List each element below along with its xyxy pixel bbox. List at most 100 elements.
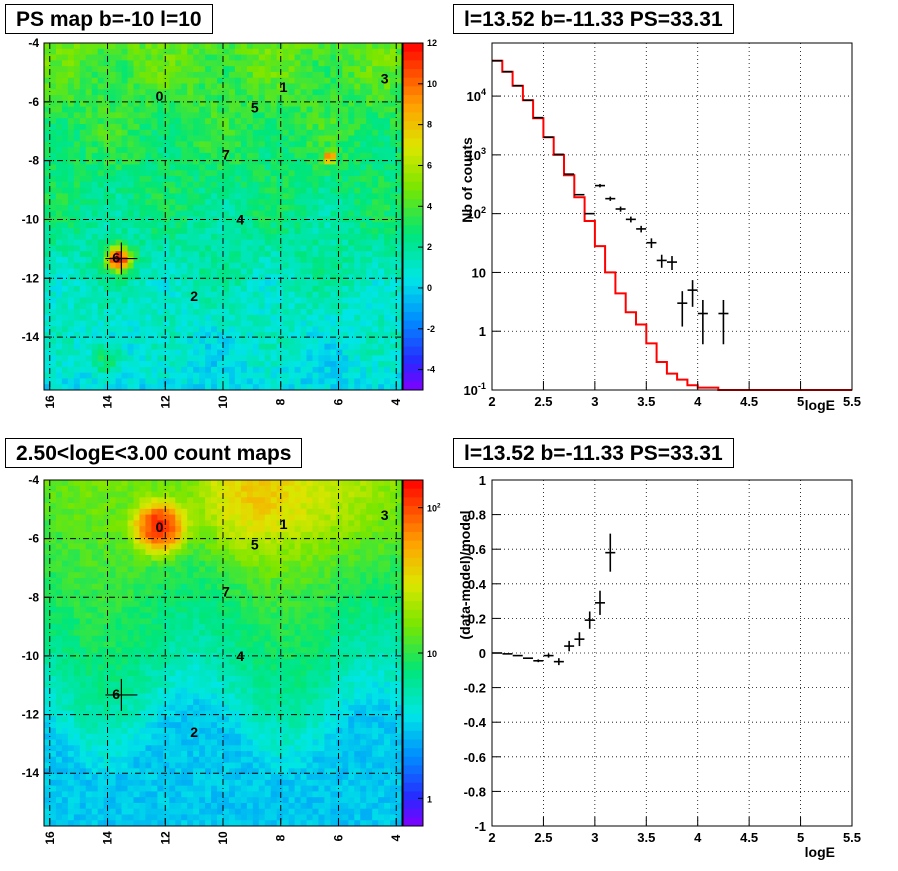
heatmap-cell bbox=[384, 118, 391, 125]
heatmap-cell bbox=[103, 664, 111, 671]
heatmap-cell bbox=[97, 210, 105, 217]
heatmap-cell bbox=[330, 384, 337, 391]
heatmap-cell bbox=[348, 309, 355, 316]
heatmap-cell bbox=[163, 181, 170, 188]
heatmap-cell bbox=[157, 181, 164, 188]
heatmap-cell bbox=[282, 355, 290, 362]
heatmap-cell bbox=[163, 618, 170, 625]
heatmap-cell bbox=[354, 355, 361, 362]
heatmap-cell bbox=[228, 309, 236, 316]
heatmap-cell bbox=[163, 785, 170, 792]
heatmap-cell bbox=[67, 152, 75, 160]
heatmap-cell bbox=[163, 641, 170, 648]
heatmap-cell bbox=[312, 251, 319, 258]
heatmap-cell bbox=[44, 309, 51, 316]
heatmap-cell bbox=[342, 239, 349, 246]
heatmap-cell bbox=[252, 193, 260, 200]
heatmap-cell bbox=[199, 43, 206, 50]
heatmap-cell bbox=[342, 291, 349, 298]
heatmap-cell bbox=[199, 141, 206, 148]
heatmap-cell bbox=[79, 176, 87, 183]
heatmap-cell bbox=[133, 303, 140, 310]
heatmap-cell bbox=[270, 71, 278, 79]
heatmap-cell bbox=[324, 378, 331, 385]
heatmap-cell bbox=[151, 797, 158, 804]
heatmap-cell bbox=[79, 48, 87, 55]
heatmap-cell bbox=[44, 618, 51, 625]
heatmap-cell bbox=[79, 658, 87, 665]
heatmap-cell bbox=[91, 797, 99, 804]
heatmap-cell bbox=[49, 802, 57, 810]
heatmap-cell bbox=[55, 54, 63, 61]
heatmap-cell bbox=[246, 245, 254, 252]
heatmap-cell bbox=[372, 43, 379, 50]
heatmap-cell bbox=[85, 164, 93, 171]
heatmap-cell bbox=[61, 123, 69, 131]
heatmap-cell bbox=[103, 210, 111, 217]
heatmap-cell bbox=[55, 647, 63, 654]
heatmap-cell bbox=[151, 187, 158, 194]
heatmap-cell bbox=[97, 739, 105, 746]
heatmap-cell bbox=[330, 372, 337, 379]
heatmap-cell bbox=[234, 135, 242, 142]
heatmap-cell bbox=[133, 629, 140, 637]
heatmap-cell bbox=[205, 129, 212, 136]
heatmap-cell bbox=[348, 337, 355, 345]
heatmap-cell bbox=[91, 820, 99, 827]
heatmap-cell bbox=[288, 314, 295, 321]
heatmap-cell bbox=[127, 100, 134, 108]
heatmap-cell bbox=[121, 60, 128, 67]
heatmap-cell bbox=[163, 670, 170, 677]
heatmap-cell bbox=[276, 164, 284, 171]
heatmap-cell bbox=[61, 531, 69, 539]
heatmap-cell bbox=[378, 141, 385, 148]
heatmap-cell bbox=[211, 314, 218, 321]
heatmap-cell bbox=[390, 54, 397, 61]
heatmap-cell bbox=[151, 118, 158, 125]
heatmap-cell bbox=[372, 233, 379, 241]
heatmap-cell bbox=[49, 95, 57, 102]
heatmap-cell bbox=[312, 71, 319, 79]
heatmap-cell bbox=[390, 268, 397, 275]
heatmap-cell bbox=[175, 66, 182, 73]
heatmap-cell bbox=[384, 314, 391, 321]
heatmap-cell bbox=[97, 262, 105, 269]
heatmap-cell bbox=[44, 337, 51, 345]
heatmap-cell bbox=[187, 152, 194, 160]
heatmap-cell bbox=[133, 164, 140, 171]
heatmap-cell bbox=[115, 193, 122, 200]
heatmap-cell bbox=[306, 158, 313, 165]
heatmap-cell bbox=[151, 629, 158, 637]
heatmap-cell bbox=[264, 268, 272, 275]
heatmap-cell bbox=[85, 303, 93, 310]
heatmap-cell bbox=[270, 118, 278, 125]
heatmap-cell bbox=[270, 147, 278, 154]
heatmap-cell bbox=[288, 147, 295, 154]
heatmap-cell bbox=[61, 228, 69, 235]
heatmap-cell bbox=[294, 256, 301, 264]
heatmap-cell bbox=[139, 716, 146, 723]
heatmap-cell bbox=[133, 326, 140, 333]
heatmap-cell bbox=[103, 549, 111, 556]
heatmap-cell bbox=[342, 343, 349, 350]
heatmap-cell bbox=[163, 210, 170, 217]
heatmap-cell bbox=[396, 228, 403, 235]
heatmap-cell bbox=[211, 83, 218, 90]
heatmap-cell bbox=[211, 384, 218, 391]
heatmap-cell bbox=[288, 384, 295, 391]
heatmap-cell bbox=[73, 647, 81, 654]
heatmap-cell bbox=[163, 531, 170, 539]
heatmap-cell bbox=[151, 66, 158, 73]
heatmap-cell bbox=[139, 572, 146, 579]
heatmap-cell bbox=[199, 291, 206, 298]
heatmap-cell bbox=[228, 95, 236, 102]
heatmap-cell bbox=[246, 343, 254, 350]
heatmap-cell bbox=[360, 158, 367, 165]
heatmap-cell bbox=[372, 384, 379, 391]
heatmap-cell bbox=[276, 366, 284, 374]
heatmap-cell bbox=[288, 274, 295, 281]
heatmap-cell bbox=[270, 187, 278, 194]
heatmap-cell bbox=[157, 54, 164, 61]
heatmap-cell bbox=[211, 48, 218, 55]
heatmap-cell bbox=[73, 112, 81, 119]
